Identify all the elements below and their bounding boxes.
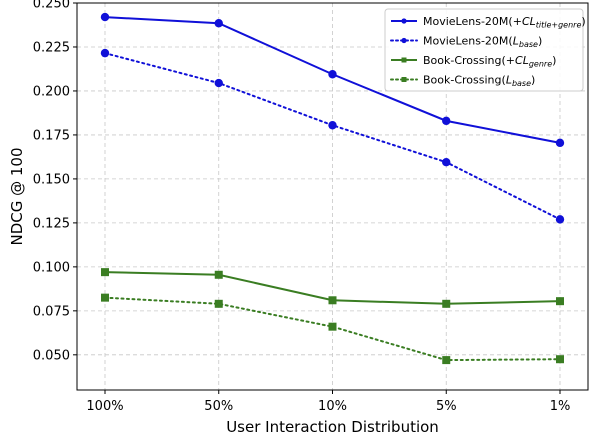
data-point — [556, 355, 564, 364]
x-tick-label: 1% — [550, 399, 571, 414]
series-1 — [100, 12, 565, 148]
y-tick-label: 0.225 — [33, 40, 70, 55]
legend-item: Book-Crossing(+CLgenre) — [391, 54, 556, 69]
series-line — [104, 296, 561, 362]
y-tick-label: 0.175 — [33, 128, 70, 143]
legend-box — [384, 8, 584, 92]
data-point — [556, 297, 564, 306]
y-tick-label: 0.100 — [33, 260, 70, 275]
data-point — [442, 299, 451, 308]
y-tick-label: 0.125 — [33, 216, 70, 231]
x-axis-ticks: 100% 50% 10% 5% 1% — [86, 390, 570, 414]
legend-item: MovieLens-20M(+CLtitle+genre) — [391, 15, 586, 30]
data-point — [442, 356, 451, 365]
x-tick-label: 5% — [436, 399, 457, 414]
data-point — [214, 78, 223, 88]
data-point — [101, 293, 109, 302]
y-tick-label: 0.075 — [33, 304, 70, 319]
data-point — [214, 270, 223, 279]
legend-item: MovieLens-20M(Lbase) — [390, 35, 542, 50]
y-tick-label: 0.200 — [33, 84, 70, 99]
data-point — [100, 48, 110, 58]
x-axis-title: User Interaction Distribution — [226, 418, 439, 436]
legend-marker — [401, 37, 407, 44]
legend-label: Book-Crossing(Lbase) — [423, 74, 535, 89]
y-axis-ticks: 0.050 0.075 0.100 0.125 0.150 0.175 0.200 0.225… — [33, 0, 77, 363]
data-point — [328, 322, 337, 331]
legend-label: MovieLens-20M(+CLtitle+genre) — [423, 15, 586, 30]
legend: MovieLens-20M(+CLtitle+genre) MovieLens-2… — [384, 8, 586, 92]
x-tick-label: 50% — [204, 399, 233, 414]
series-3 — [101, 268, 564, 308]
data-point — [555, 138, 565, 148]
y-tick-label: 0.250 — [33, 0, 70, 12]
data-point — [555, 215, 565, 224]
data-point — [214, 299, 223, 308]
data-point — [328, 296, 337, 305]
data-point — [328, 121, 337, 130]
legend-label: Book-Crossing(+CLgenre) — [423, 54, 556, 69]
x-tick-label: 10% — [318, 399, 347, 414]
legend-marker — [401, 57, 407, 63]
data-point — [100, 12, 110, 22]
y-tick-label: 0.150 — [33, 172, 70, 187]
y-tick-label: 0.050 — [33, 348, 70, 363]
series-layer — [100, 12, 565, 365]
y-axis-title: NDCG @ 100 — [8, 147, 26, 245]
x-tick-label: 100% — [86, 399, 123, 414]
legend-item: Book-Crossing(Lbase) — [390, 74, 535, 89]
data-point — [214, 19, 223, 28]
series-4 — [101, 293, 564, 365]
legend-marker — [401, 18, 407, 24]
data-point — [101, 268, 109, 277]
data-point — [328, 70, 337, 79]
data-point — [442, 157, 451, 167]
legend-marker — [401, 77, 407, 82]
series-2 — [100, 48, 565, 224]
data-point — [442, 116, 451, 126]
legend-label: MovieLens-20M(Lbase) — [423, 35, 542, 50]
